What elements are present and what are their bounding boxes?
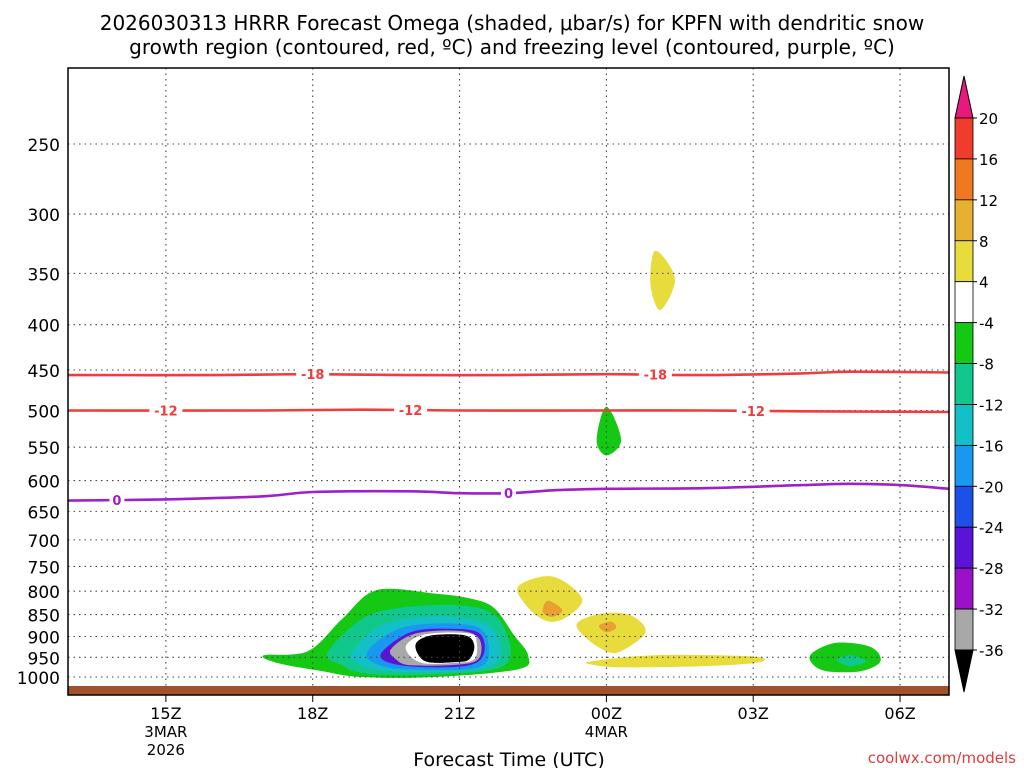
y-tick-label: 450 — [28, 362, 60, 382]
x-tick-label: 15Z — [150, 704, 181, 723]
colorbar-label: -4 — [979, 315, 994, 333]
contour-label: -12 — [399, 404, 423, 419]
colorbar-segment — [954, 404, 974, 446]
colorbar-label: 12 — [979, 192, 998, 210]
y-tick-label: 600 — [28, 473, 60, 493]
chart-title-line2: growth region (contoured, red, ºC) and f… — [129, 35, 895, 59]
ground-strip — [68, 686, 949, 695]
contour-label-bg — [109, 491, 125, 508]
y-tick-label: 650 — [28, 503, 60, 523]
contour-label-bg — [394, 402, 428, 419]
colorbar-cap-bottom — [954, 649, 974, 693]
x-tick-label: 03Z — [738, 704, 769, 723]
x-tick-label: 21Z — [444, 704, 475, 723]
colorbar-segment — [954, 363, 974, 405]
plot-area — [68, 68, 949, 695]
y-axis-ticks: 2503003504004505005506006507007508008509… — [17, 136, 60, 689]
colorbar-segment — [954, 240, 974, 283]
x-tick-date: 3MAR — [144, 723, 187, 741]
omega-region — [517, 576, 583, 622]
contour-label-bg — [296, 366, 330, 383]
colorbar-segment — [954, 199, 974, 242]
x-tick-date: 4MAR — [585, 723, 628, 741]
omega-region — [542, 600, 563, 617]
omega-region — [415, 634, 475, 663]
isotherm-line — [68, 370, 949, 377]
colorbar-segment — [954, 526, 974, 569]
colorbar-segment — [954, 608, 974, 651]
colorbar-cap-top — [954, 75, 974, 119]
colorbar-label: 16 — [979, 151, 998, 169]
contour-label-bg — [149, 402, 183, 419]
colorbar-segment — [954, 567, 974, 610]
colorbar-segment — [954, 117, 974, 160]
omega-region — [576, 612, 646, 654]
y-tick-label: 850 — [28, 607, 60, 627]
colorbar: 20 16 12 8 4 -4 -8 -12 -16 -20 -24 -28 -32 -36 — [954, 75, 1004, 693]
y-tick-label: 350 — [28, 265, 60, 285]
y-tick-label: 300 — [28, 206, 60, 226]
colorbar-segment — [954, 281, 974, 324]
isotherm-line — [68, 482, 949, 502]
contour-label-bg — [736, 402, 770, 419]
contour-label: 0 — [112, 494, 121, 509]
contour-label: 0 — [504, 487, 513, 502]
colorbar-segment — [954, 158, 974, 201]
x-tick-label: 06Z — [884, 704, 915, 723]
y-tick-label: 1000 — [17, 669, 60, 689]
chart-title-line1: 2026030313 HRRR Forecast Omega (shaded, … — [100, 11, 925, 35]
colorbar-label: 20 — [979, 110, 998, 128]
omega-region — [598, 621, 617, 633]
omega-region — [585, 654, 766, 668]
gridlines — [68, 68, 949, 686]
x-tick-year: 2026 — [147, 741, 185, 759]
y-tick-label: 500 — [28, 403, 60, 423]
colorbar-label: -24 — [979, 519, 1004, 537]
x-tick-label: 18Z — [297, 704, 328, 723]
omega-shading — [262, 250, 881, 678]
contour-label: -12 — [154, 405, 178, 420]
y-tick-label: 900 — [28, 628, 60, 648]
colorbar-segment — [954, 322, 974, 364]
y-tick-label: 950 — [28, 649, 60, 669]
colorbar-label: -28 — [979, 560, 1004, 578]
y-tick-label: 250 — [28, 136, 60, 156]
plot-border — [67, 67, 950, 696]
y-tick-label: 800 — [28, 583, 60, 603]
colorbar-label: -16 — [979, 437, 1004, 455]
y-tick-label: 400 — [28, 317, 60, 337]
x-axis-label: Forecast Time (UTC) — [413, 749, 604, 768]
colorbar-label: -12 — [979, 396, 1004, 414]
contour-label: -18 — [301, 368, 325, 383]
omega-region — [836, 655, 866, 667]
y-tick-label: 550 — [28, 439, 60, 459]
contour-label: -12 — [741, 405, 765, 420]
x-tick-label: 00Z — [591, 704, 622, 723]
colorbar-label: -8 — [979, 356, 994, 374]
colorbar-segment — [954, 444, 974, 487]
colorbar-label: -20 — [979, 478, 1004, 496]
colorbar-label: -32 — [979, 601, 1004, 619]
y-tick-label: 700 — [28, 532, 60, 552]
credit-text: coolwx.com/models — [868, 749, 1016, 767]
omega-region — [596, 406, 622, 456]
omega-region — [650, 250, 675, 311]
contour-label-bg — [501, 485, 516, 502]
contour-label: -18 — [644, 369, 668, 384]
isotherm-line — [68, 408, 949, 414]
colorbar-label: 4 — [979, 274, 989, 292]
isotherm-lines: -12 -12 -12 -18 -18 0 0 — [68, 366, 949, 509]
colorbar-segment — [954, 485, 974, 528]
colorbar-label: -36 — [979, 642, 1004, 660]
colorbar-label: 8 — [979, 233, 989, 251]
contour-label-bg — [638, 366, 672, 383]
y-tick-label: 750 — [28, 558, 60, 578]
